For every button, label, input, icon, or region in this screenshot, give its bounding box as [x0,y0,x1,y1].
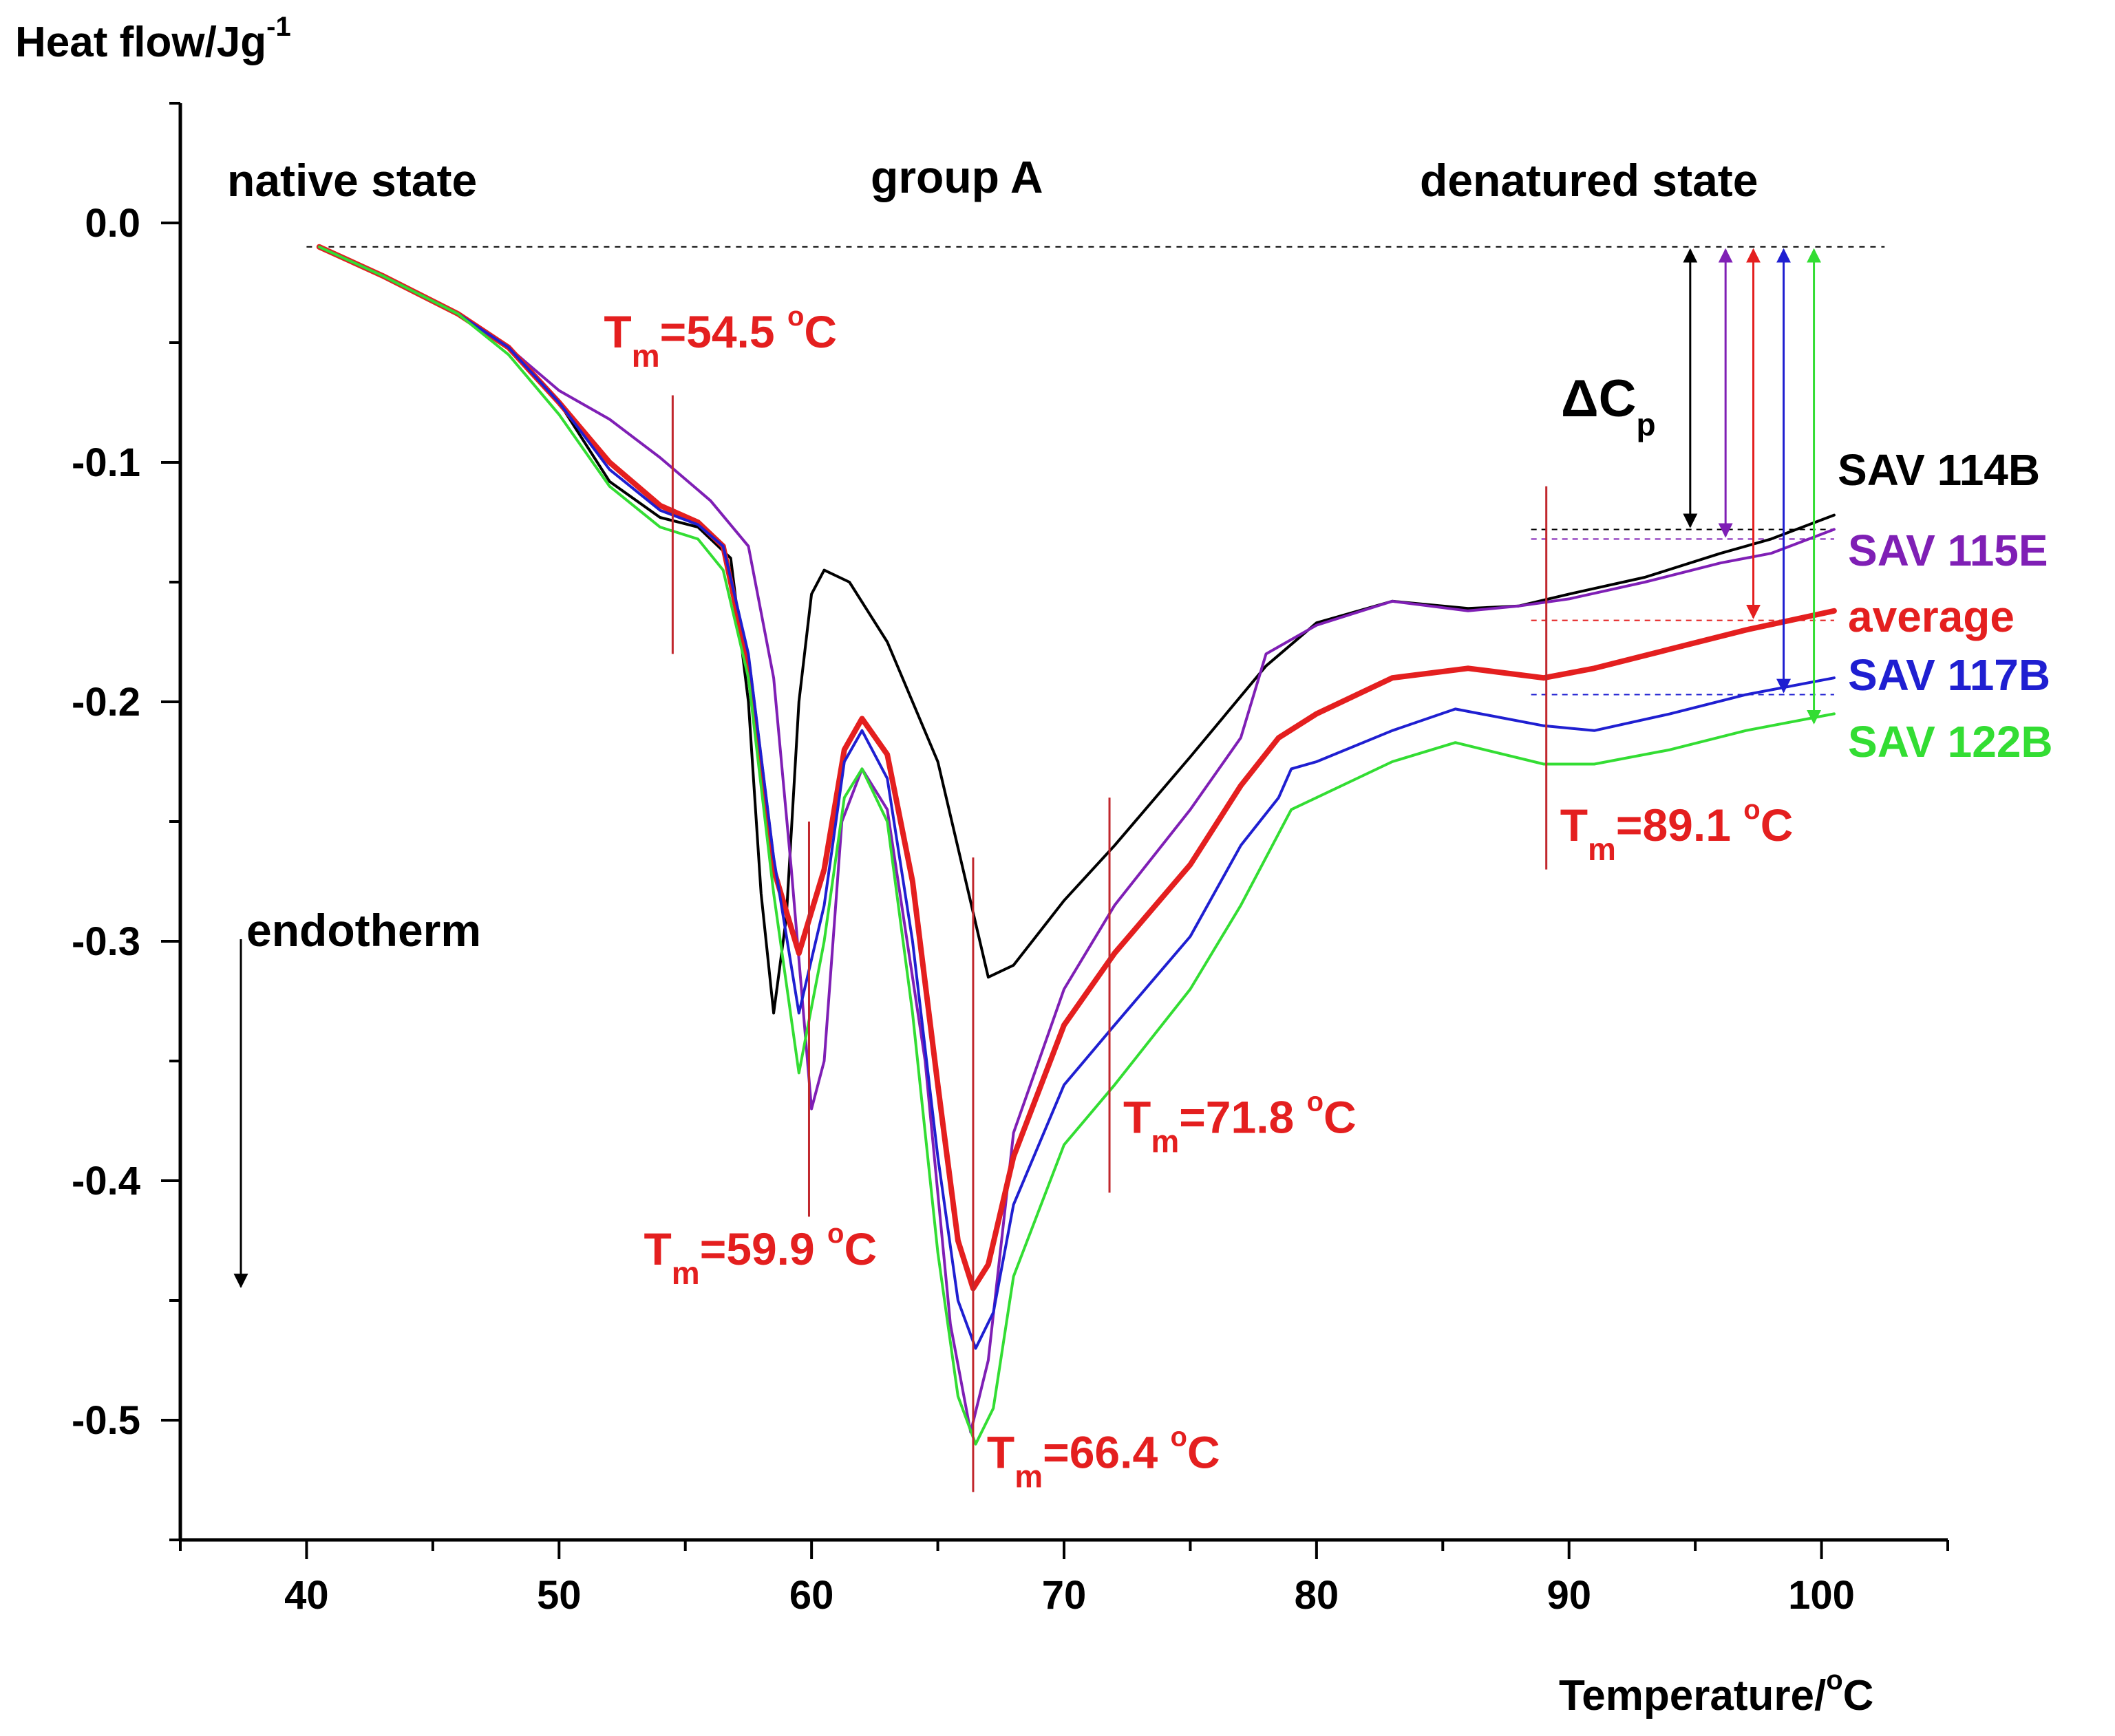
tm-label-degree: o [827,1219,844,1249]
tm-label-degree: o [1171,1422,1187,1453]
x-tick-label: 40 [284,1573,329,1618]
x-tick-label: 70 [1042,1573,1087,1618]
tm-label-sub: m [672,1255,700,1291]
tm-label: Tm=54.5 oC [604,301,837,374]
tm-label: Tm=66.4 oC [987,1422,1220,1494]
legend-entry: SAV 114B [1838,445,2040,495]
tm-label-degree: o [1743,795,1760,825]
labels-layer: native state group A denatured state endoth… [227,151,1758,1289]
series-line-sav-114b [317,245,1836,1015]
tm-label-unit: C [1324,1091,1357,1142]
x-tick-label: 60 [789,1573,834,1618]
tm-label-sub: m [1588,831,1616,867]
legend-entry-name: 114B [1937,445,2040,495]
series-line-sav-117b [317,245,1836,1350]
y-tick-label: -0.4 [72,1159,140,1203]
y-tick-label: -0.1 [72,440,140,485]
delta-cp-symbol: ΔC [1561,369,1637,428]
tm-label-value: =54.5 [660,306,787,357]
tm-label: Tm=71.8 oC [1123,1086,1357,1159]
series-line-average [316,244,1837,1292]
tm-label-degree: o [787,301,804,332]
tm-label-degree: o [1307,1086,1324,1117]
x-tick-label: 50 [537,1573,582,1618]
legend-entry-prefix: SAV [1848,526,1948,575]
legend-entry-prefix: SAV [1848,650,1948,700]
tm-label-unit: C [844,1223,877,1274]
y-tick-label: -0.5 [72,1398,140,1443]
legend-entry: SAV 115E [1848,526,2048,575]
x-tick-label: 100 [1788,1573,1855,1618]
tm-label-sub: m [632,338,660,374]
group-a-label: group A [871,151,1043,202]
tm-label-t: T [1560,800,1588,850]
y-axis-title: Heat flow/Jg-1 [15,12,291,66]
tm-label-value: =89.1 [1616,800,1743,850]
native-state-label: native state [227,155,477,206]
y-tick-label: -0.3 [72,919,140,964]
legend-entry-prefix: SAV [1838,445,1937,495]
tm-label-value: =71.8 [1179,1091,1306,1142]
x-axis-title-unit: C [1843,1672,1874,1719]
legend-entry-name: 122B [1948,717,2053,767]
tm-label-t: T [604,306,631,357]
legend-entry-name: 117B [1948,650,2050,700]
delta-cp-label: ΔCp [1561,369,1656,442]
endotherm-label: endotherm [246,905,481,956]
tm-label-value: =66.4 [1043,1427,1170,1478]
tm-label-sub: m [1014,1459,1043,1494]
denatured-state-label: denatured state [1420,155,1758,206]
delta-cp-arrow-layer: ΔCp [1561,248,1822,725]
legend-entry: SAV 122B [1848,717,2053,767]
tm-label-value: =59.9 [700,1223,827,1274]
series-layer [316,244,1837,1446]
y-tick-label: -0.2 [72,680,140,725]
tm-label-unit: C [1187,1427,1220,1478]
tm-label-sub: m [1151,1123,1179,1159]
series-line-sav-115e [317,245,1836,1434]
tm-label: Tm=59.9 oC [644,1219,877,1291]
tm-label: Tm=89.1 oC [1560,795,1794,867]
axes: 40 50 60 70 80 90 100 0.0 -0.1 -0.2 -0.3 -0.4 -0.5 He… [15,12,1949,1719]
x-axis-title: Temperature/oC [1559,1665,1873,1719]
x-axis-title-text: Temperature/ [1559,1672,1826,1719]
y-axis-title-text: Heat flow/Jg [15,19,266,66]
legend-entry-prefix: SAV [1848,717,1948,767]
legend-entry-name: 115E [1948,526,2048,575]
tm-label-unit: C [1761,800,1794,850]
y-tick-label: 0.0 [85,201,140,246]
tm-label-t: T [644,1223,671,1274]
legend-entry-name: average [1848,592,2015,641]
tm-label-t: T [1123,1091,1151,1142]
x-axis-title-degree: o [1826,1665,1842,1695]
x-tick-label: 80 [1295,1573,1339,1618]
legend-entry: average [1848,592,2015,641]
delta-cp-subscript: p [1637,407,1656,442]
series-line-sav-122b [317,245,1836,1446]
tm-label-t: T [987,1427,1014,1478]
tm-label-unit: C [804,306,837,357]
y-axis-title-exponent: -1 [266,12,291,42]
x-tick-label: 90 [1547,1573,1591,1618]
legend-entry: SAV 117B [1848,650,2050,700]
